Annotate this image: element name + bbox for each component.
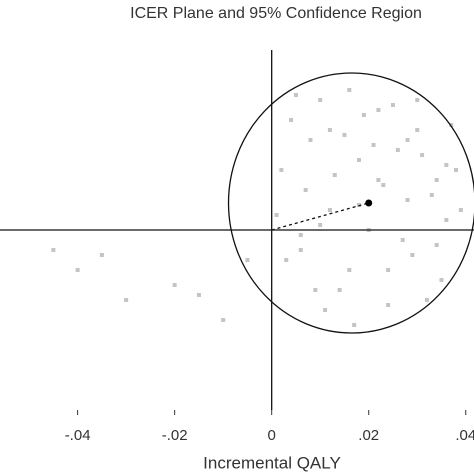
scatter-point xyxy=(327,208,332,212)
scatter-point xyxy=(405,138,410,142)
scatter-point xyxy=(434,243,439,247)
scatter-point xyxy=(172,283,177,287)
scatter-point xyxy=(298,248,303,252)
scatter-point xyxy=(196,293,201,297)
scatter-point xyxy=(347,88,352,92)
scatter-point xyxy=(352,323,357,327)
x-tick-label: .02 xyxy=(358,427,379,444)
x-tick-label: 0 xyxy=(268,427,276,444)
scatter-point xyxy=(458,208,463,212)
chart-title: ICER Plane and 95% Confidence Region xyxy=(130,5,422,22)
scatter-point xyxy=(323,308,328,312)
scatter-point xyxy=(376,108,381,112)
scatter-point xyxy=(405,198,410,202)
confidence-ellipse xyxy=(227,72,474,334)
scatter-point xyxy=(444,218,449,222)
scatter-point xyxy=(99,253,104,257)
x-tick-label: -.04 xyxy=(65,427,91,444)
scatter-point xyxy=(386,268,391,272)
x-tick-label: .04 xyxy=(455,427,474,444)
point-estimate xyxy=(365,199,373,207)
scatter-point xyxy=(303,188,308,192)
scatter-point xyxy=(415,98,420,102)
scatter-point xyxy=(444,163,449,167)
scatter-point xyxy=(221,318,226,322)
scatter-point xyxy=(357,158,362,162)
scatter-point xyxy=(318,98,323,102)
scatter-point xyxy=(434,178,439,182)
scatter-point xyxy=(298,233,303,237)
scatter-point xyxy=(424,298,429,302)
scatter-point xyxy=(449,123,454,127)
scatter-point xyxy=(293,93,298,97)
scatter-point xyxy=(400,238,405,242)
scatter-point xyxy=(51,248,56,252)
scatter-point xyxy=(420,153,425,157)
scatter-point xyxy=(376,178,381,182)
scatter-point xyxy=(439,278,444,282)
scatter-point xyxy=(289,118,294,122)
scatter-point xyxy=(124,298,129,302)
x-tick-label: -.02 xyxy=(162,427,188,444)
icer-ray xyxy=(271,202,369,231)
scatter-point xyxy=(429,193,434,197)
scatter-point xyxy=(337,288,342,292)
scatter-point xyxy=(390,103,395,107)
scatter-point xyxy=(313,288,318,292)
scatter-point xyxy=(357,203,362,207)
scatter-point xyxy=(318,223,323,227)
scatter-point xyxy=(361,113,366,117)
scatter-point xyxy=(381,183,386,187)
scatter-point xyxy=(410,253,415,257)
scatter-point xyxy=(415,128,420,132)
scatter-point xyxy=(347,268,352,272)
scatter-point xyxy=(386,303,391,307)
scatter-point xyxy=(245,258,250,262)
scatter-point xyxy=(327,128,332,132)
scatter-point xyxy=(279,168,284,172)
scatter-point xyxy=(284,258,289,262)
scatter-point xyxy=(274,213,279,217)
x-axis-label: Incremental QALY xyxy=(203,453,341,472)
scatter-point xyxy=(395,148,400,152)
scatter-point xyxy=(342,133,347,137)
scatter-point xyxy=(332,173,337,177)
scatter-point xyxy=(371,143,376,147)
scatter-point xyxy=(454,168,459,172)
scatter-point xyxy=(308,138,313,142)
scatter-point xyxy=(75,268,80,272)
